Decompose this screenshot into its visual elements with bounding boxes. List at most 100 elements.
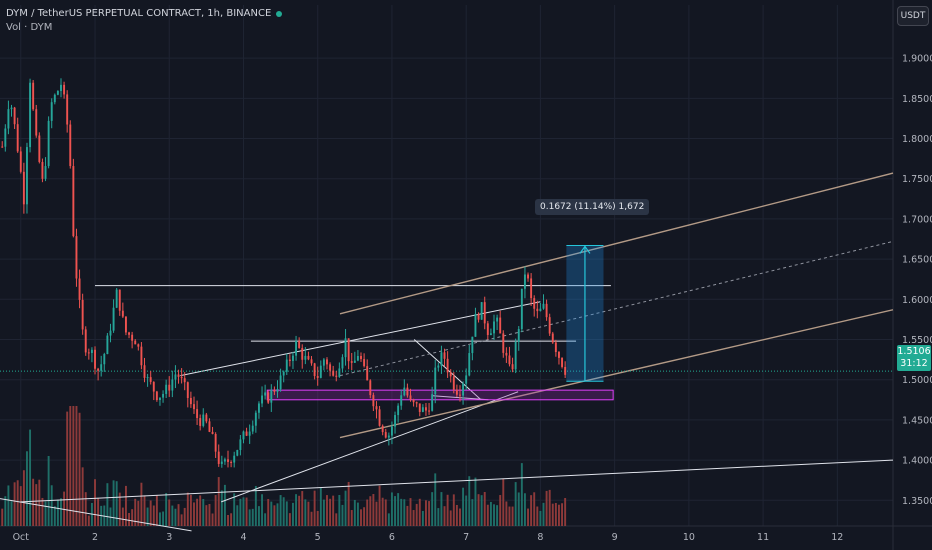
candle-body: [527, 274, 529, 279]
volume-bar: [548, 489, 551, 526]
candle-body: [418, 403, 421, 412]
volume-bar: [251, 508, 254, 526]
currency-button[interactable]: USDT: [897, 6, 929, 26]
volume-bar: [236, 505, 239, 526]
volume-bar: [270, 501, 273, 526]
volume-bar: [115, 481, 118, 526]
volume-bar: [545, 490, 548, 526]
volume-bar: [69, 406, 72, 526]
candle-body: [19, 151, 22, 172]
volume-bar: [527, 508, 529, 526]
volume-bar: [455, 504, 458, 526]
candle-body: [493, 321, 495, 334]
volume-bar: [558, 504, 560, 526]
candle-body: [177, 374, 180, 377]
volume-bar: [254, 486, 257, 526]
candle-body: [329, 364, 332, 371]
candle-body: [533, 298, 536, 309]
candle-body: [162, 393, 165, 398]
volume-indicator-label[interactable]: Vol · DYM: [6, 22, 53, 33]
volume-bar: [168, 499, 171, 526]
volume-bar: [335, 513, 338, 526]
volume-bar: [267, 499, 270, 526]
volume-bar: [428, 501, 431, 526]
candle-body: [165, 384, 168, 394]
volume-bar: [511, 506, 514, 526]
volume-bar: [539, 510, 542, 526]
volume-bar: [220, 490, 223, 526]
candle-body: [477, 314, 480, 320]
candle-body: [56, 91, 59, 95]
candle-body: [523, 274, 526, 289]
x-tick-label: 2: [92, 532, 98, 543]
candle-body: [261, 395, 263, 404]
candle-body: [425, 407, 427, 411]
volume-bar: [162, 511, 165, 526]
candle-body: [288, 359, 291, 361]
volume-bar: [319, 487, 322, 526]
volume-bar: [313, 490, 316, 526]
volume-bar: [425, 500, 427, 526]
volume-bar: [112, 480, 115, 526]
candle-body: [375, 406, 378, 410]
candle-body: [10, 107, 13, 110]
volume-bar: [443, 506, 446, 526]
candle-body: [551, 333, 554, 343]
volume-bar: [143, 495, 146, 526]
candle-body: [471, 336, 474, 354]
symbol-title[interactable]: DYM / TetherUS PERPETUAL CONTRACT, 1h, B…: [6, 8, 272, 19]
current-price-value: 1.5106: [897, 346, 931, 357]
volume-bar: [437, 508, 440, 526]
volume-bar: [276, 503, 279, 526]
candle-body: [47, 120, 50, 167]
candle-body: [128, 332, 130, 335]
volume-bar: [499, 495, 502, 526]
volume-bar: [60, 498, 62, 526]
y-tick-label: 1.6000: [902, 295, 932, 306]
volume-bar: [403, 499, 406, 526]
volume-bar: [19, 486, 22, 526]
volume-bar: [177, 504, 180, 526]
candle-body: [29, 82, 32, 148]
volume-bar: [245, 497, 248, 526]
candle-body: [520, 288, 523, 330]
candle-body: [84, 329, 87, 353]
volume-bar: [564, 498, 567, 526]
y-tick-label: 1.7000: [902, 214, 932, 225]
candle-body: [186, 382, 189, 398]
candle-body: [223, 459, 226, 462]
volume-bar: [452, 494, 455, 526]
candle-body: [449, 372, 452, 377]
volume-bar: [508, 506, 511, 526]
candle-body: [530, 278, 533, 299]
support-zone: [266, 389, 614, 401]
volume-bar: [66, 411, 69, 526]
candle-body: [381, 425, 384, 433]
candle-body: [254, 412, 257, 426]
volume-bar: [474, 477, 477, 526]
candle-body: [140, 346, 143, 366]
candle-body: [159, 397, 161, 401]
candle-body: [536, 308, 539, 312]
volume-bar: [502, 479, 505, 526]
x-tick-label: 3: [166, 532, 172, 543]
candle-body: [307, 355, 310, 360]
volume-bar: [412, 510, 415, 526]
volume-bar: [449, 510, 452, 526]
candle-body: [496, 317, 499, 322]
candle-body: [539, 308, 542, 312]
measure-label: 0.1672 (11.14%) 1,672: [535, 199, 650, 215]
candle-body: [310, 359, 313, 364]
volume-bar: [38, 479, 41, 526]
candle-body: [257, 403, 260, 413]
candle-body: [428, 410, 431, 412]
candle-body: [394, 415, 396, 427]
candle-body: [233, 455, 236, 463]
volume-bar: [350, 510, 353, 526]
candle-body: [118, 289, 121, 311]
candle-body: [499, 317, 502, 334]
volume-bar: [338, 494, 341, 526]
volume-bar: [390, 492, 393, 526]
candle-body: [100, 364, 103, 371]
